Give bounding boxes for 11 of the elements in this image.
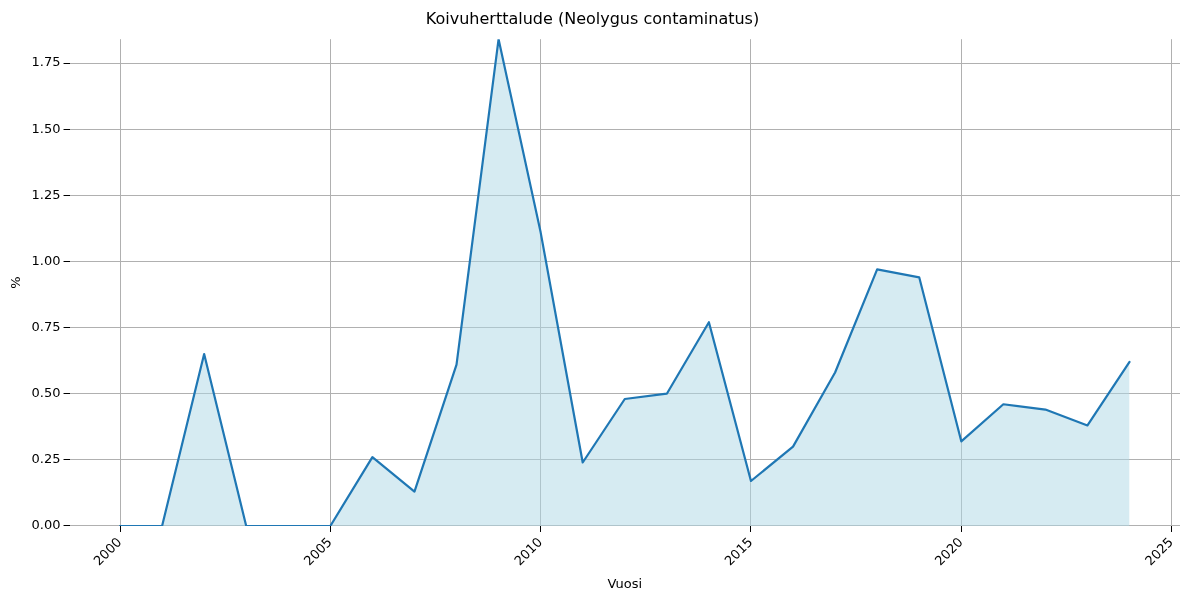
chart-title: Koivuherttalude (Neolygus contaminatus) [425, 8, 760, 28]
y-tick-label: 0.50 [31, 385, 61, 401]
y-tick-label: 1.00 [31, 252, 61, 268]
y-axis-title: % [8, 276, 24, 289]
y-tick-label: 0.75 [31, 318, 61, 334]
x-axis-title: Vuosi [607, 575, 643, 591]
y-tick-label: 0.00 [31, 517, 61, 533]
y-tick-label: 0.25 [31, 451, 61, 467]
y-tick-label: 1.50 [31, 120, 61, 136]
y-tick-label: 1.75 [31, 54, 61, 70]
y-tick-label: 1.25 [31, 186, 61, 202]
